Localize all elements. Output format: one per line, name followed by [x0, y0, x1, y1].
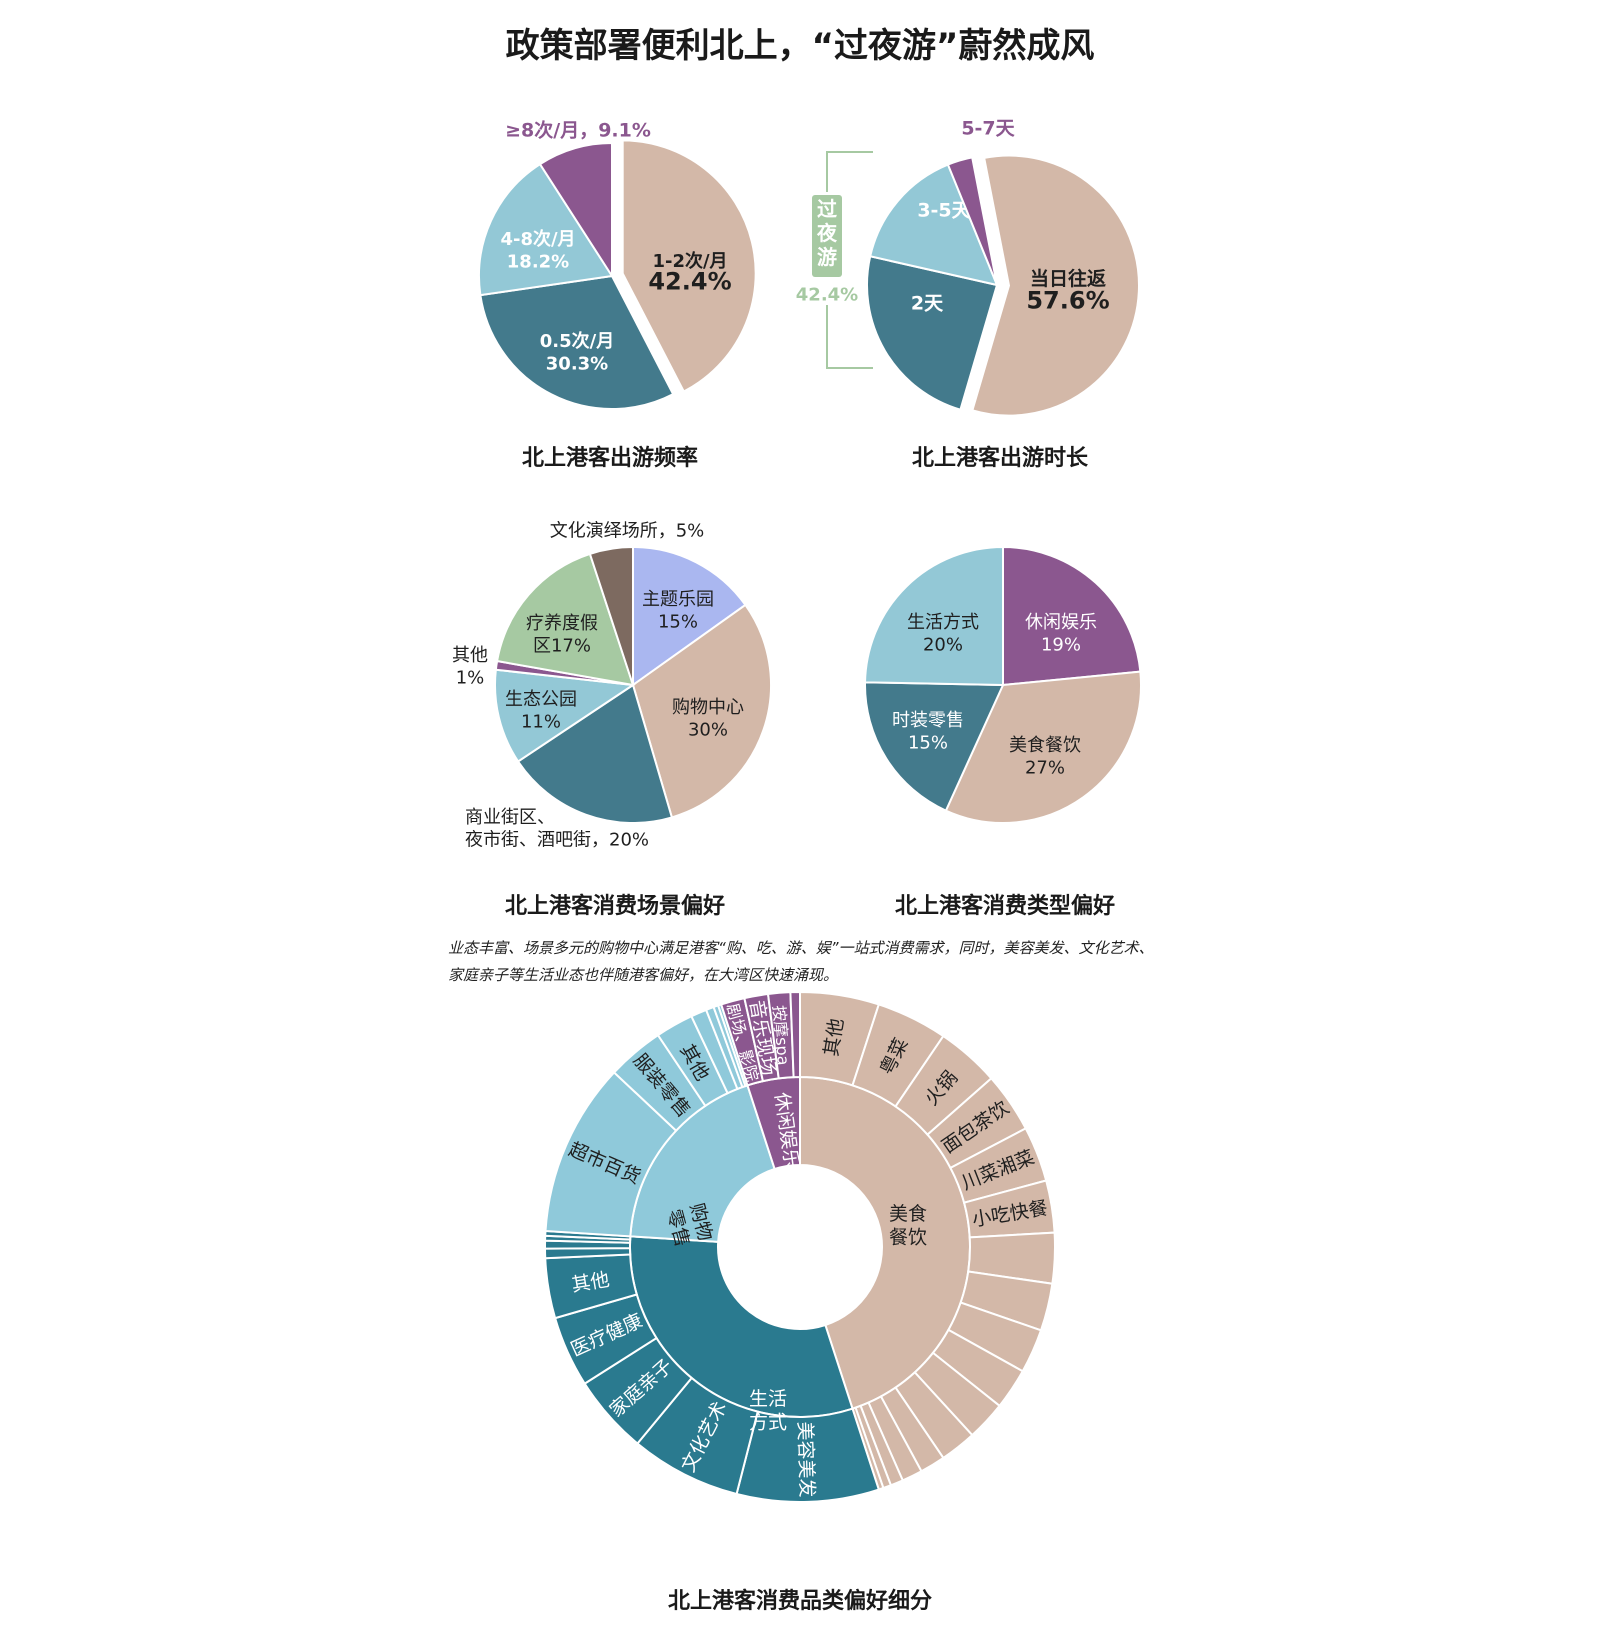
type-label-2: 时装零售 15% — [892, 710, 964, 754]
scene-label-0: 主题乐园 15% — [642, 589, 714, 633]
chart-title-duration: 北上港客出游时长 — [911, 446, 1088, 471]
freq-label-2: 4-8次/月 18.2% — [500, 228, 575, 272]
scene-label-5: 疗养度假区17% — [526, 613, 598, 657]
overnight-tag — [812, 195, 842, 277]
overnight-label: 过夜游 — [816, 197, 838, 269]
type-slice-2 — [864, 681, 1005, 812]
dur-slice-0 — [971, 154, 1140, 417]
scene-slice-3 — [494, 668, 636, 763]
scene-label-1: 购物中心 30% — [672, 697, 744, 741]
scene-label-2: 商业街区、夜市街、酒吧街，20% — [465, 807, 649, 851]
scene-label-3: 生态公园 11% — [505, 689, 577, 733]
overnight-value: 42.4% — [796, 284, 858, 305]
scene-slice-1 — [631, 603, 772, 819]
scene-slice-5 — [495, 552, 635, 687]
chart-title-frequency: 北上港客出游频率 — [521, 446, 698, 471]
scene-slice-0 — [632, 545, 747, 687]
dur-label-1: 2天 — [911, 293, 944, 315]
dur-label-3: 5-7天 — [961, 118, 1015, 140]
scene-slice-6 — [588, 545, 634, 686]
sunburst-outer-label-35: 按摩spa — [769, 1005, 793, 1067]
overnight-bracket — [826, 151, 873, 369]
chart-title-type: 北上港客消费类型偏好 — [894, 894, 1115, 919]
freq-label-1: 0.5次/月 30.3% — [540, 330, 614, 375]
dur-label-2: 3-5天 — [917, 200, 971, 222]
chart-title-scene: 北上港客消费场景偏好 — [504, 894, 725, 919]
scene-label-4: 其他 1% — [452, 645, 488, 689]
scene-label-6: 文化演绎场所，5% — [550, 520, 705, 541]
dur-slice-3 — [946, 156, 998, 286]
dur-slice-2 — [869, 163, 999, 287]
sunburst-outer-36 — [789, 990, 801, 1079]
freq-label-0: 1-2次/月 42.4% — [648, 250, 731, 296]
page-title: 政策部署便利北上，“过夜游”蔚然成风 — [505, 26, 1095, 66]
type-slice-3 — [864, 545, 1004, 687]
type-label-3: 生活方式 20% — [907, 612, 979, 656]
dur-slice-1 — [866, 255, 999, 411]
freq-slice-1 — [479, 274, 675, 410]
freq-slice-2 — [478, 162, 614, 297]
sunburst-inner-label-1: 生活方式 — [749, 1388, 787, 1434]
type-slice-1 — [944, 670, 1142, 824]
note-text: 业态丰富、场景多元的购物中心满足港客“购、吃、游、娱”一站式消费需求，同时，美容… — [448, 939, 1154, 984]
type-label-1: 美食餐饮 27% — [1009, 735, 1081, 779]
freq-slice-3 — [538, 141, 613, 280]
sunburst-outer-label-17: 美容美发 — [793, 1421, 817, 1498]
type-slice-0 — [1002, 545, 1142, 687]
freq-slice-0 — [621, 139, 757, 393]
freq-label-3: ≥8次/月，9.1% — [505, 119, 651, 142]
scene-slice-2 — [516, 683, 674, 824]
dur-label-0: 当日往返 57.6% — [1026, 267, 1109, 315]
type-label-0: 休闲娱乐 19% — [1025, 612, 1097, 656]
sunburst-inner-label-0: 美食餐饮 — [889, 1203, 927, 1249]
chart-title-sunburst: 北上港客消费品类偏好细分 — [667, 1589, 932, 1614]
